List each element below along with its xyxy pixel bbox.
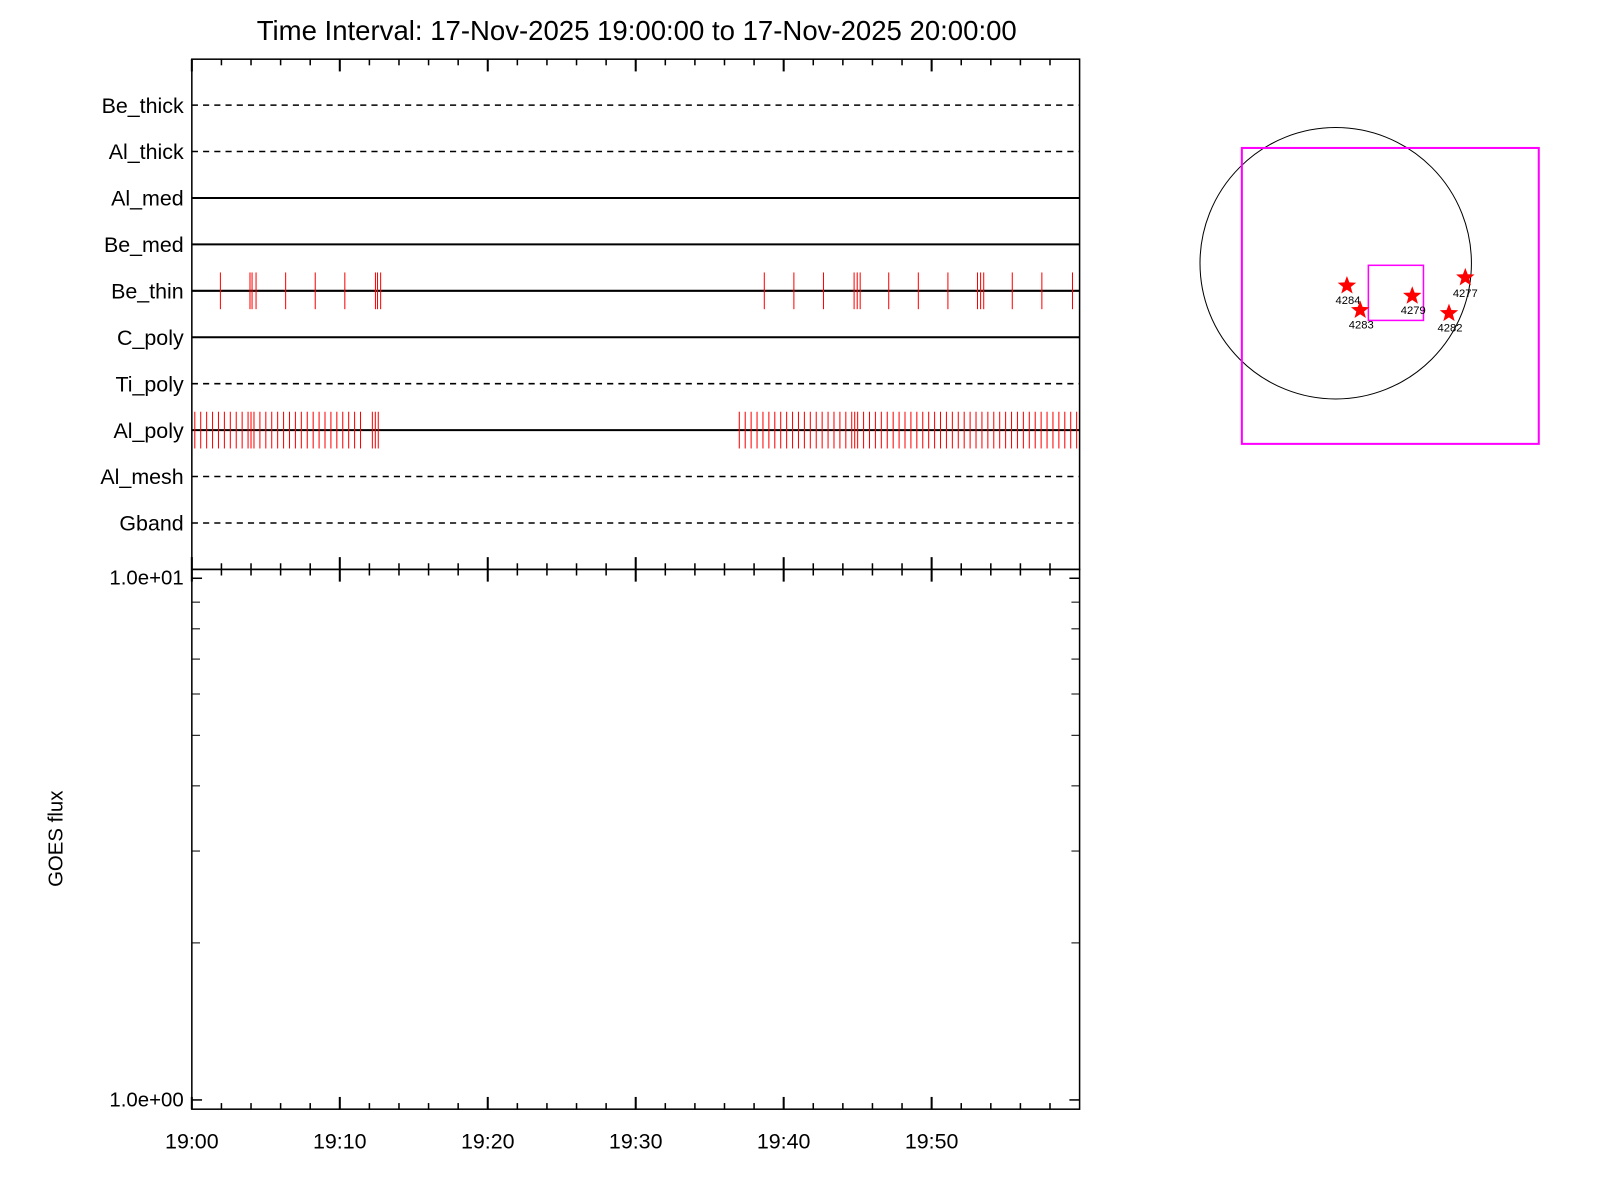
active-region: 4279 (1401, 286, 1426, 317)
filter-label: Al_med (111, 187, 184, 211)
fov-box (1240, 146, 1540, 445)
y-tick-label: 1.0e+01 (109, 568, 183, 590)
ar-label: 4279 (1401, 305, 1426, 317)
ar-label: 4284 (1335, 295, 1360, 307)
ar-star (1456, 267, 1475, 286)
x-tick-label: 19:10 (313, 1130, 367, 1154)
solar-limb (1199, 127, 1472, 400)
filter-label: Be_med (104, 233, 184, 257)
ar-star (1439, 303, 1459, 322)
filter-label: Be_thin (111, 280, 184, 304)
active-region: 4282 (1438, 303, 1463, 335)
ar-star (1403, 286, 1422, 304)
ar-label: 4282 (1438, 323, 1463, 335)
chart-title: Time Interval: 17-Nov-2025 19:00:00 to 1… (257, 15, 1017, 46)
filter-label: Be_thick (102, 94, 184, 118)
active-region: 4277 (1453, 267, 1478, 300)
ar-star (1337, 276, 1357, 294)
x-tick-label: 19:50 (905, 1130, 959, 1154)
ar-label: 4277 (1453, 288, 1478, 300)
filter-label: Al_thick (109, 140, 184, 164)
filter-label: Gband (119, 512, 183, 536)
y-axis-label: GOES flux (46, 791, 68, 887)
events-frame (191, 58, 1081, 571)
x-tick-label: 19:40 (757, 1130, 811, 1154)
x-tick-label: 19:30 (609, 1130, 663, 1154)
filter-label: Al_poly (113, 419, 184, 443)
active-region: 4284 (1335, 276, 1360, 307)
x-tick-label: 19:20 (461, 1130, 515, 1154)
filter-label: Ti_poly (115, 372, 184, 396)
ar-star (1350, 300, 1370, 319)
goes-frame (191, 568, 1081, 1110)
filter-label: C_poly (117, 326, 184, 350)
active-region: 4283 (1349, 300, 1374, 331)
y-tick-label: 1.0e+00 (109, 1089, 183, 1111)
ar-label: 4283 (1349, 319, 1374, 331)
sun-map: 4284 4283 4279 4277 4282 (1199, 127, 1540, 445)
filter-label: Al_mesh (100, 465, 183, 489)
x-tick-label: 19:00 (165, 1130, 219, 1154)
fov-box-small (1367, 264, 1425, 322)
